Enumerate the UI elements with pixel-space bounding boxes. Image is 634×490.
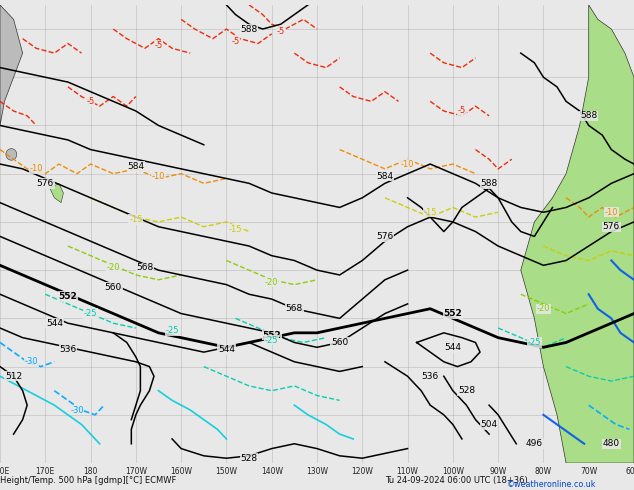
Text: -10: -10 — [605, 208, 618, 217]
Text: -15: -15 — [129, 215, 143, 224]
Text: 552: 552 — [262, 331, 281, 340]
Text: -20: -20 — [536, 304, 550, 313]
Text: 544: 544 — [218, 345, 235, 354]
Text: 588: 588 — [580, 111, 597, 121]
Text: 544: 544 — [444, 343, 462, 352]
Text: 544: 544 — [46, 318, 63, 328]
Text: 552: 552 — [443, 309, 462, 318]
Text: 568: 568 — [136, 263, 153, 272]
Text: -10: -10 — [401, 160, 415, 169]
Text: 584: 584 — [127, 162, 145, 171]
Text: 496: 496 — [526, 439, 543, 448]
Text: 588: 588 — [240, 24, 257, 33]
Text: 60W: 60W — [625, 466, 634, 476]
Text: 150W: 150W — [216, 466, 237, 476]
Text: -5: -5 — [86, 97, 94, 106]
Polygon shape — [0, 5, 23, 125]
Text: 90W: 90W — [489, 466, 507, 476]
Text: 504: 504 — [481, 420, 498, 429]
Text: 480: 480 — [603, 439, 620, 448]
Text: 170W: 170W — [125, 466, 147, 476]
Text: 576: 576 — [603, 222, 620, 231]
Text: -25: -25 — [84, 309, 98, 318]
Text: -5: -5 — [154, 41, 163, 50]
Text: 180: 180 — [84, 466, 98, 476]
Text: -20: -20 — [265, 278, 278, 287]
Circle shape — [6, 148, 16, 160]
Text: 160W: 160W — [170, 466, 192, 476]
Text: 536: 536 — [60, 345, 77, 354]
Text: 70W: 70W — [580, 466, 597, 476]
Text: 80W: 80W — [535, 466, 552, 476]
Text: 560: 560 — [331, 338, 348, 347]
Text: 528: 528 — [240, 454, 257, 463]
Text: -25: -25 — [165, 326, 179, 335]
Text: 140W: 140W — [261, 466, 283, 476]
Text: 110W: 110W — [397, 466, 418, 476]
Text: 576: 576 — [37, 179, 54, 188]
Text: -20: -20 — [107, 263, 120, 272]
Text: Height/Temp. 500 hPa [gdmp][°C] ECMWF: Height/Temp. 500 hPa [gdmp][°C] ECMWF — [0, 476, 176, 485]
Text: -10: -10 — [152, 172, 165, 181]
Text: 130W: 130W — [306, 466, 328, 476]
Text: 552: 552 — [58, 292, 77, 301]
Text: 160E: 160E — [0, 466, 10, 476]
Text: -10: -10 — [29, 164, 43, 173]
Text: 584: 584 — [377, 172, 394, 181]
Text: -25: -25 — [527, 338, 541, 347]
Text: -30: -30 — [70, 406, 84, 415]
Text: 560: 560 — [105, 283, 122, 292]
Text: 576: 576 — [377, 232, 394, 241]
Text: -5: -5 — [276, 27, 285, 36]
Polygon shape — [50, 183, 63, 203]
Text: 536: 536 — [422, 372, 439, 381]
Text: Tu 24-09-2024 06:00 UTC (18+36): Tu 24-09-2024 06:00 UTC (18+36) — [385, 476, 527, 485]
Text: -30: -30 — [25, 357, 39, 366]
Text: 120W: 120W — [351, 466, 373, 476]
Text: -15: -15 — [229, 224, 242, 234]
Text: 568: 568 — [286, 304, 303, 313]
Text: 170E: 170E — [36, 466, 55, 476]
Text: 588: 588 — [481, 179, 498, 188]
Text: 512: 512 — [5, 372, 22, 381]
Polygon shape — [521, 5, 634, 463]
Text: -5: -5 — [231, 37, 240, 46]
Text: 100W: 100W — [442, 466, 464, 476]
Text: -5: -5 — [458, 106, 466, 116]
Text: -25: -25 — [265, 336, 278, 344]
Text: -15: -15 — [424, 208, 437, 217]
Text: 528: 528 — [458, 386, 475, 395]
Text: ©weatheronline.co.uk: ©weatheronline.co.uk — [507, 480, 597, 489]
